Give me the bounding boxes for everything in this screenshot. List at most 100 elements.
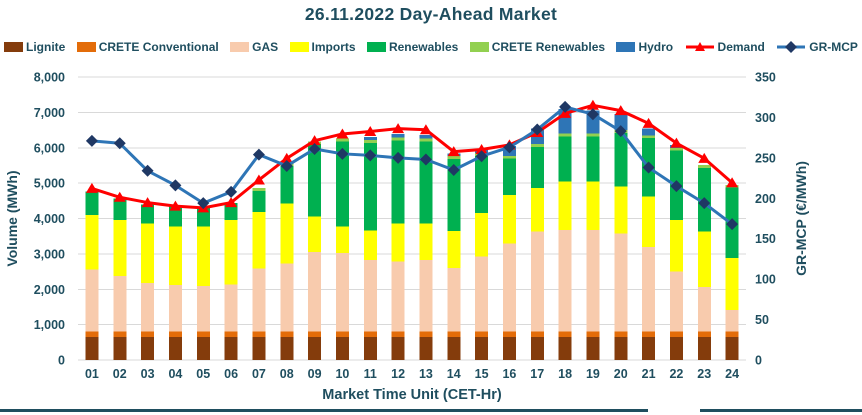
gr-mcp-marker (531, 123, 544, 136)
y-axis-tick-label: 7,000 (34, 106, 65, 120)
bar-segment-crete-conventional (669, 331, 683, 338)
bar-segment-lignite (308, 337, 322, 360)
bar-segment-crete-conventional (447, 331, 461, 338)
bar-segment-lignite (642, 337, 656, 360)
bar-segment-imports (335, 226, 349, 253)
bar-segment-crete-conventional (85, 331, 99, 338)
bar-segment-crete-renewables (419, 138, 433, 142)
bar-segment-crete-conventional (308, 331, 322, 338)
bar-segment-imports (502, 195, 516, 244)
legend-label: Renewables (388, 40, 459, 54)
demand-marker (141, 197, 154, 208)
gr-mcp-marker (614, 125, 627, 138)
gr-mcp-marker (447, 163, 460, 176)
y2-axis-tick-label: 250 (755, 151, 776, 165)
bar-segment-lignite (669, 337, 683, 360)
bar-segment-lignite (447, 337, 461, 360)
legend-item-lignite: Lignite (4, 40, 65, 54)
legend-item-gr-mcp: GR-MCP (776, 40, 858, 54)
x-axis-tick-label: 14 (447, 367, 461, 381)
legend-label: Imports (311, 40, 356, 54)
bottom-border-segment-right (700, 409, 862, 412)
y2-axis-tick-label: 350 (755, 71, 776, 85)
bar-segment-hydro (642, 128, 656, 136)
gr-mcp-marker (141, 164, 154, 177)
demand-marker (113, 191, 126, 202)
bar-segment-renewables (586, 136, 600, 182)
x-axis-tick-label: 19 (586, 367, 600, 381)
bar-segment-lignite (196, 337, 210, 360)
bar-segment-gas (363, 259, 377, 332)
bar-segment-renewables (141, 204, 155, 224)
y2-axis-tick-label: 100 (755, 273, 776, 287)
bar-segment-lignite (614, 337, 628, 360)
demand-marker (475, 144, 488, 155)
bar-segment-gas (280, 263, 294, 332)
y-axis-tick-label: 2,000 (34, 283, 65, 297)
legend-item-gas: GAS (230, 40, 278, 54)
legend-swatch-renewables (366, 42, 386, 52)
bar-segment-renewables (502, 158, 516, 196)
gr-mcp-marker (364, 149, 377, 162)
legend-label: GR-MCP (809, 40, 858, 54)
bar-segment-crete-renewables (642, 135, 656, 139)
demand-marker (252, 174, 265, 185)
bar-segment-renewables (85, 191, 99, 215)
legend-item-imports: Imports (289, 40, 356, 54)
bar-segment-lignite (113, 337, 127, 360)
gr-mcp-marker (113, 137, 126, 150)
gr-mcp-marker (726, 218, 739, 231)
bar-segment-lignite (419, 337, 433, 360)
bar-segment-lignite (335, 337, 349, 360)
legend-item-renewables: Renewables (366, 40, 459, 54)
bar-segment-imports (196, 226, 210, 287)
bar-segment-imports (141, 223, 155, 284)
bar-segment-gas (252, 268, 266, 332)
bar-segment-crete-renewables (669, 147, 683, 151)
demand-marker (559, 107, 572, 118)
y2-axis-tick-label: 50 (755, 313, 769, 327)
demand-marker (169, 200, 182, 211)
bar-segment-crete-conventional (391, 331, 405, 338)
bar-segment-renewables (447, 159, 461, 231)
demand-marker (419, 124, 432, 135)
demand-marker (586, 99, 599, 110)
y2-axis-tick-label: 0 (755, 354, 762, 368)
bar-segment-lignite (530, 337, 544, 360)
bar-segment-crete-conventional (614, 331, 628, 338)
legend-label: Demand (717, 40, 765, 54)
bottom-border-segment-left (0, 409, 648, 412)
demand-marker (85, 182, 98, 193)
y-axis-tick-label: 1,000 (34, 318, 65, 332)
bar-segment-crete-conventional (280, 331, 294, 338)
legend-marker-gr-mcp-icon (777, 41, 806, 53)
bar-segment-gas (586, 229, 600, 332)
bar-segment-renewables (614, 132, 628, 187)
gr-mcp-marker (85, 134, 98, 147)
bar-segment-lignite (475, 337, 489, 360)
legend-label: Hydro (638, 40, 674, 54)
bar-segment-imports (558, 181, 572, 230)
bar-segment-gas (196, 286, 210, 332)
bar-segment-lignite (141, 337, 155, 360)
bar-segment-lignite (558, 337, 572, 360)
bar-segment-crete-renewables (558, 133, 572, 137)
bar-segment-crete-conventional (363, 331, 377, 338)
bar-segment-hydro (419, 135, 433, 139)
bar-segment-imports (642, 196, 656, 247)
gr-mcp-marker (503, 141, 516, 154)
y-axis-tick-label: 4,000 (34, 212, 65, 226)
x-axis-tick-label: 22 (669, 367, 683, 381)
bar-segment-gas (224, 284, 238, 332)
x-axis-tick-label: 21 (642, 367, 656, 381)
demand-marker (336, 128, 349, 139)
bar-segment-imports (475, 213, 489, 257)
bar-segment-gas (419, 259, 433, 332)
bar-segment-crete-renewables (530, 144, 544, 148)
x-axis-tick-label: 02 (113, 367, 127, 381)
bar-segment-crete-renewables (363, 139, 377, 143)
bar-segment-imports (113, 219, 127, 276)
y2-axis-tick-label: 200 (755, 192, 776, 206)
bar-segment-renewables (558, 136, 572, 182)
gr-mcp-line (91, 105, 733, 226)
